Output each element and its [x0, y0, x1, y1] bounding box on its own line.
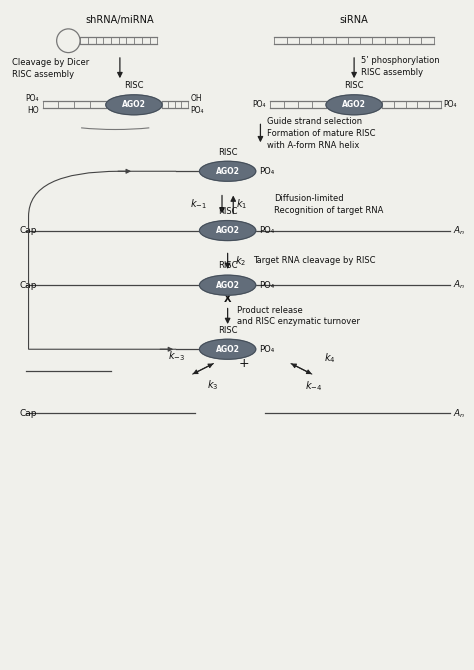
Ellipse shape: [326, 95, 382, 115]
Text: PO₄: PO₄: [253, 100, 266, 109]
Text: AGO2: AGO2: [342, 100, 366, 109]
Text: Cleavage by Dicer
RISC assembly: Cleavage by Dicer RISC assembly: [12, 58, 90, 78]
Text: RISC: RISC: [218, 261, 237, 271]
Text: 5’ phosphorylation
RISC assembly: 5’ phosphorylation RISC assembly: [361, 56, 440, 77]
Text: OH: OH: [190, 94, 202, 103]
Ellipse shape: [106, 95, 162, 115]
Text: AGO2: AGO2: [216, 167, 239, 176]
Text: $k_4$: $k_4$: [324, 351, 335, 365]
Text: shRNA/miRNA: shRNA/miRNA: [86, 15, 154, 25]
Text: HO: HO: [27, 107, 39, 115]
Ellipse shape: [200, 275, 256, 295]
Text: RISC: RISC: [345, 81, 364, 90]
Text: $k_3$: $k_3$: [207, 378, 218, 391]
Text: PO₄: PO₄: [259, 281, 275, 289]
Ellipse shape: [200, 161, 256, 181]
Text: Cap: Cap: [19, 281, 36, 289]
Text: Cap: Cap: [19, 409, 36, 418]
Text: $A_n$: $A_n$: [454, 279, 465, 291]
Text: $A_n$: $A_n$: [454, 407, 465, 419]
Text: X: X: [224, 294, 231, 304]
Text: PO₄: PO₄: [25, 94, 39, 103]
Text: $A_n$: $A_n$: [454, 224, 465, 237]
Text: siRNA: siRNA: [340, 15, 368, 25]
Ellipse shape: [200, 339, 256, 359]
Text: AGO2: AGO2: [216, 226, 239, 235]
Text: Product release
and RISC enzymatic turnover: Product release and RISC enzymatic turno…: [237, 306, 360, 326]
Text: AGO2: AGO2: [216, 281, 239, 289]
Text: Diffusion-limited
Recognition of target RNA: Diffusion-limited Recognition of target …: [274, 194, 384, 215]
Text: $k_{-1}$: $k_{-1}$: [190, 198, 207, 211]
Text: PO₄: PO₄: [259, 226, 275, 235]
Text: RISC: RISC: [218, 147, 237, 157]
Text: PO₄: PO₄: [259, 345, 275, 354]
Text: PO₄: PO₄: [259, 167, 275, 176]
Text: +: +: [239, 357, 249, 370]
Text: $k_{-3}$: $k_{-3}$: [168, 350, 185, 364]
Text: PO₄: PO₄: [443, 100, 456, 109]
Text: RISC: RISC: [124, 81, 144, 90]
Text: Guide strand selection
Formation of mature RISC
with A-form RNA helix: Guide strand selection Formation of matu…: [267, 117, 376, 149]
Text: Cap: Cap: [19, 226, 36, 235]
Text: AGO2: AGO2: [216, 345, 239, 354]
Text: $k_{-4}$: $k_{-4}$: [305, 379, 322, 393]
Text: Target RNA cleavage by RISC: Target RNA cleavage by RISC: [254, 257, 376, 265]
Text: PO₄: PO₄: [190, 107, 204, 115]
Text: RISC: RISC: [218, 207, 237, 216]
Text: AGO2: AGO2: [122, 100, 146, 109]
Text: $k_2$: $k_2$: [235, 254, 246, 268]
Text: $k_1$: $k_1$: [236, 198, 247, 211]
Ellipse shape: [200, 220, 256, 241]
Text: RISC: RISC: [218, 326, 237, 334]
